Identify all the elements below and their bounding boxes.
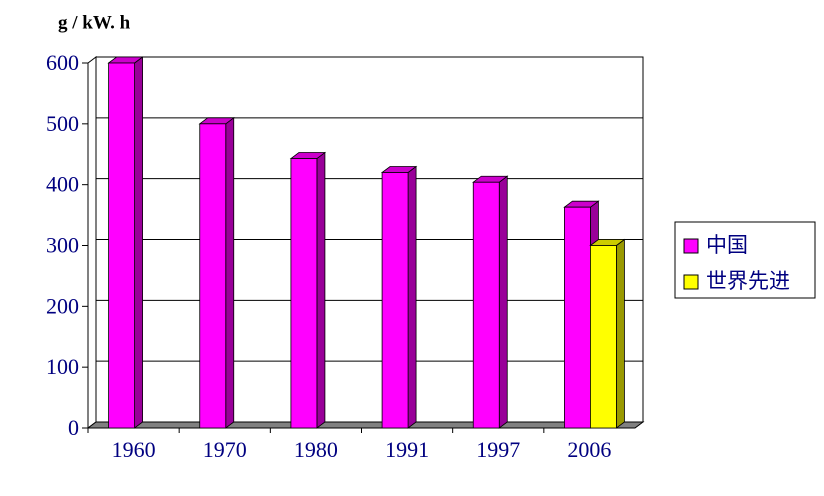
bar bbox=[290, 158, 318, 429]
bar bbox=[108, 62, 135, 429]
y-axis-label: g / kW. h bbox=[58, 12, 131, 33]
legend-swatch bbox=[683, 238, 699, 254]
legend-label: 中国 bbox=[706, 233, 748, 257]
bar-side bbox=[316, 151, 326, 429]
y-tick-label: 100 bbox=[46, 354, 79, 379]
bar-side bbox=[134, 56, 143, 429]
bar bbox=[590, 245, 617, 429]
y-tick-label: 0 bbox=[68, 415, 79, 440]
side-wall bbox=[87, 56, 97, 429]
y-tick-label: 400 bbox=[46, 172, 79, 197]
bar bbox=[472, 181, 500, 429]
legend-label: 世界先进 bbox=[706, 269, 790, 293]
bar bbox=[564, 206, 591, 429]
y-tick-label: 200 bbox=[46, 293, 79, 318]
x-tick-label: 1960 bbox=[112, 437, 156, 462]
legend-swatch bbox=[683, 274, 699, 290]
y-tick-label: 600 bbox=[46, 50, 79, 75]
x-tick-label: 1970 bbox=[203, 437, 247, 462]
x-tick-label: 1991 bbox=[385, 437, 429, 462]
bar bbox=[199, 123, 227, 429]
floor bbox=[86, 421, 645, 429]
bar-side bbox=[616, 238, 625, 429]
bar-side bbox=[225, 117, 235, 429]
bar bbox=[381, 172, 409, 429]
y-tick-label: 300 bbox=[46, 233, 79, 258]
x-tick-label: 1997 bbox=[476, 437, 520, 462]
bar-side bbox=[407, 165, 417, 429]
x-tick-label: 2006 bbox=[567, 437, 611, 462]
y-tick-label: 500 bbox=[46, 111, 79, 136]
x-tick-label: 1980 bbox=[294, 437, 338, 462]
bar-side bbox=[498, 175, 508, 429]
